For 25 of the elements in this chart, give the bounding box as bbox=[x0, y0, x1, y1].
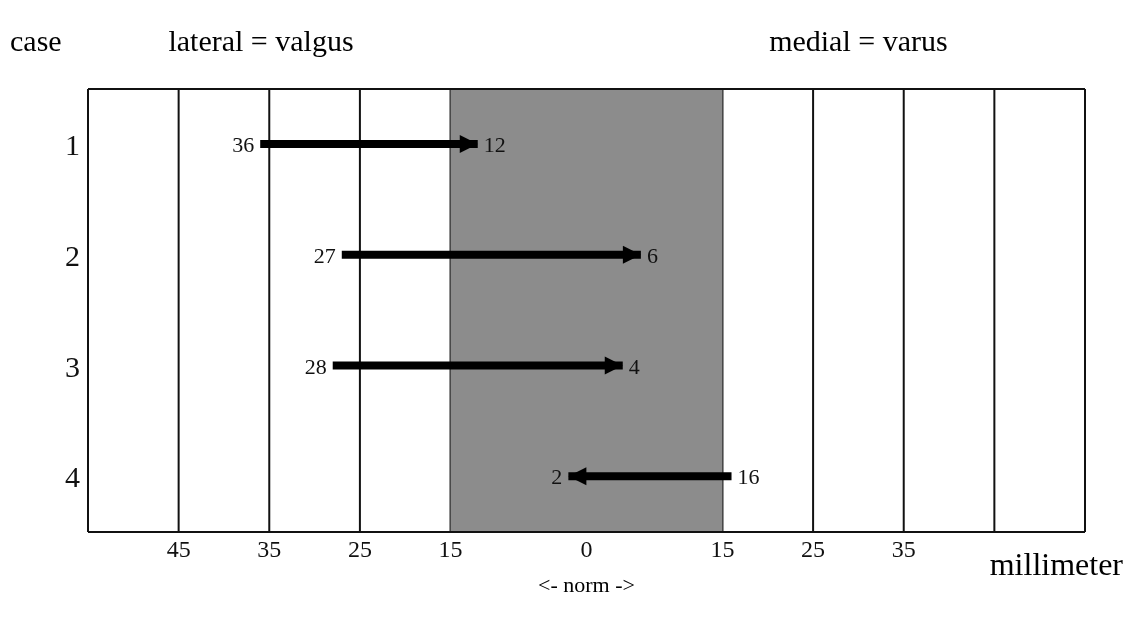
x-tick-label: 15 bbox=[710, 536, 735, 563]
annotation: 27 bbox=[313, 242, 336, 268]
x-tick-label: 35 bbox=[891, 536, 916, 563]
y-tick-label: 3 bbox=[65, 349, 80, 383]
x-tick-label: 35 bbox=[257, 536, 282, 563]
text: lateral = valgus bbox=[168, 24, 354, 58]
y-axis-title: case bbox=[10, 24, 62, 58]
annotation: 16 bbox=[737, 464, 760, 490]
annotation: 12 bbox=[483, 132, 506, 158]
annotation: 36 bbox=[232, 132, 255, 158]
x-tick-label: 25 bbox=[801, 536, 826, 563]
x-tick-label: 15 bbox=[438, 536, 463, 563]
x-tick-label: 25 bbox=[347, 536, 372, 563]
x-tick-label: 0 bbox=[580, 536, 593, 563]
x-axis-title: millimeter bbox=[989, 546, 1123, 583]
x-tick-label: 45 bbox=[166, 536, 191, 563]
annotation: 4 bbox=[628, 353, 640, 379]
band-label: <- norm -> bbox=[538, 572, 635, 598]
y-tick-label: 2 bbox=[65, 238, 80, 272]
annotation: 2 bbox=[551, 464, 563, 490]
y-tick-label: 1 bbox=[65, 128, 80, 162]
annotation: 6 bbox=[646, 242, 658, 268]
y-tick-label: 4 bbox=[65, 460, 80, 494]
text: medial = varus bbox=[769, 24, 948, 58]
annotation: 28 bbox=[304, 353, 327, 379]
